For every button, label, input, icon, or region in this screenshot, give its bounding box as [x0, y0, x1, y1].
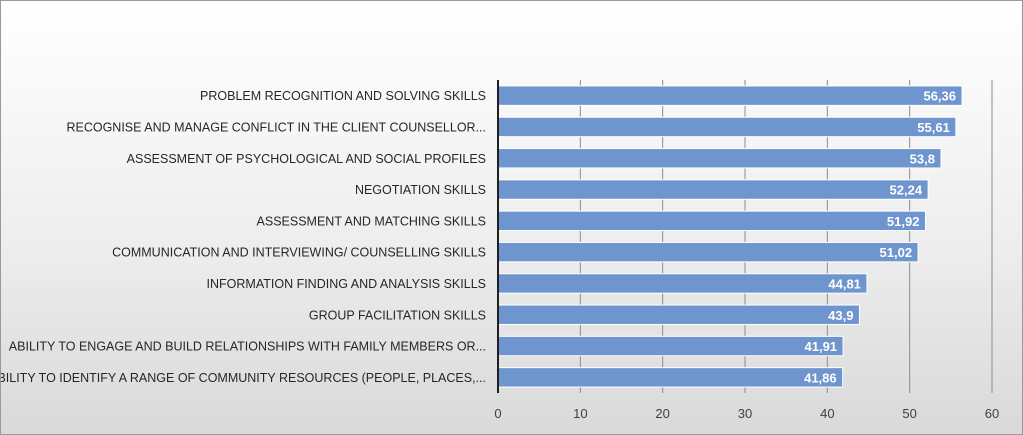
category-label: NEGOTIATION SKILLS — [355, 183, 486, 197]
data-label: 52,24 — [890, 183, 923, 198]
data-label: 55,61 — [917, 120, 950, 135]
category-label: COMMUNICATION AND INTERVIEWING/ COUNSELL… — [112, 246, 486, 260]
category-label: ASSESSMENT OF PSYCHOLOGICAL AND SOCIAL P… — [127, 152, 486, 166]
bar-5 — [497, 210, 926, 232]
bar-1 — [497, 85, 963, 106]
data-label: 44,81 — [828, 276, 861, 291]
category-label: GROUP FACILITATION SKILLS — [309, 308, 486, 322]
bar-6 — [497, 241, 919, 263]
bar-8 — [497, 304, 860, 325]
category-label: PROBLEM RECOGNITION AND SOLVING SKILLS — [200, 89, 486, 103]
bar-4 — [497, 179, 929, 200]
data-label: 51,92 — [887, 214, 920, 229]
data-label: 56,36 — [923, 89, 956, 104]
category-label: ABILITY TO IDENTIFY A RANGE OF COMMUNITY… — [1, 371, 486, 385]
data-label: 41,86 — [804, 370, 837, 385]
bar-9 — [497, 335, 844, 357]
bar-3 — [497, 148, 942, 169]
category-label: INFORMATION FINDING AND ANALYSIS SKILLS — [207, 277, 486, 291]
data-label: 53,8 — [910, 151, 935, 166]
x-tick-label: 20 — [655, 406, 669, 421]
category-label: ASSESSMENT AND MATCHING SKILLS — [257, 214, 486, 228]
data-label: 51,02 — [880, 245, 913, 260]
category-label: RECOGNISE AND MANAGE CONFLICT IN THE CLI… — [66, 120, 486, 134]
data-label: 41,91 — [805, 339, 838, 354]
x-tick-label: 60 — [985, 406, 999, 421]
data-label: 43,9 — [828, 308, 853, 323]
bar-7 — [497, 273, 868, 294]
bar-10 — [497, 367, 844, 388]
x-tick-label: 50 — [902, 406, 916, 421]
x-tick-label: 10 — [573, 406, 587, 421]
x-tick-label: 40 — [820, 406, 834, 421]
category-label: ABILITY TO ENGAGE AND BUILD RELATIONSHIP… — [9, 340, 486, 354]
bar-2 — [497, 116, 957, 138]
x-tick-label: 30 — [738, 406, 752, 421]
x-tick-label: 0 — [494, 406, 501, 421]
